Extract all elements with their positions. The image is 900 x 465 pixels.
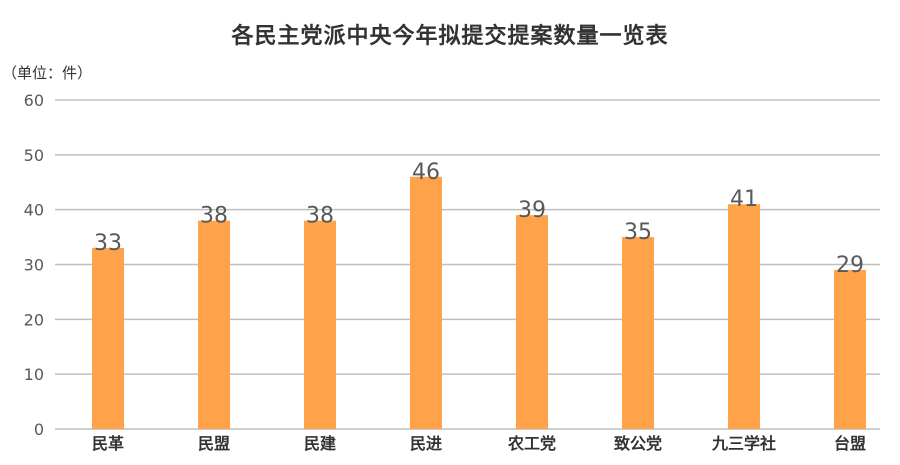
- data-label: 39: [518, 198, 546, 223]
- y-tick-label: 50: [24, 146, 44, 165]
- y-tick-label: 10: [24, 365, 44, 384]
- category-label: 民建: [304, 434, 336, 453]
- y-axis-ticks: 0 10 20 30 40 50 60: [24, 91, 44, 439]
- data-label: 41: [730, 187, 758, 212]
- y-tick-label: 20: [24, 310, 44, 329]
- data-labels: 33 38 38 46 39 35 41 29: [94, 160, 864, 278]
- data-label: 38: [200, 204, 228, 229]
- category-label: 致公党: [614, 434, 662, 453]
- y-tick-label: 30: [24, 256, 44, 275]
- category-label: 民革: [92, 434, 124, 453]
- y-tick-label: 40: [24, 201, 44, 220]
- bar: [410, 176, 442, 429]
- bar: [304, 220, 336, 429]
- category-label: 九三学社: [711, 434, 776, 453]
- data-label: 46: [412, 160, 440, 185]
- y-tick-label: 0: [34, 420, 44, 439]
- bars: [92, 176, 866, 429]
- y-tick-label: 60: [24, 91, 44, 110]
- category-label: 农工党: [507, 434, 556, 453]
- data-label: 38: [306, 204, 334, 229]
- bar: [622, 237, 654, 429]
- category-label: 民盟: [198, 434, 230, 453]
- unit-label: （单位：件）: [2, 64, 93, 82]
- bar: [834, 269, 866, 429]
- bar: [198, 220, 230, 429]
- bar: [516, 215, 548, 429]
- category-label: 台盟: [834, 434, 866, 453]
- data-label: 35: [624, 220, 652, 245]
- category-label: 民进: [410, 434, 442, 453]
- bar: [728, 204, 760, 429]
- chart-title: 各民主党派中央今年拟提交提案数量一览表: [231, 24, 669, 49]
- data-label: 29: [836, 253, 864, 278]
- x-axis-categories: 民革 民盟 民建 民进 农工党 致公党 九三学社 台盟: [92, 434, 866, 453]
- bar: [92, 248, 124, 429]
- data-label: 33: [94, 231, 122, 256]
